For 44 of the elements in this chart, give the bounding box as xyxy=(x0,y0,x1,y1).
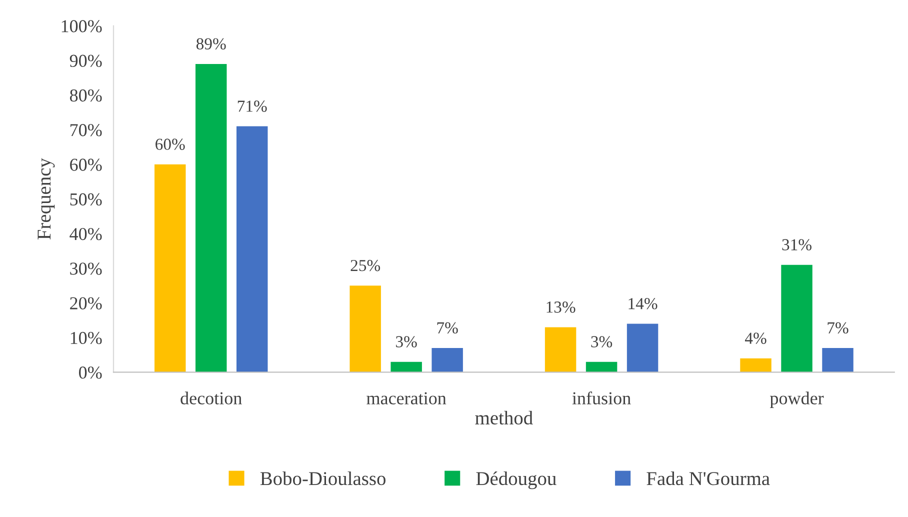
y-tick-label: 70% xyxy=(70,124,102,136)
x-tick-label: infusion xyxy=(572,392,631,404)
data-label: 13% xyxy=(546,301,576,313)
data-label: 31% xyxy=(782,239,812,250)
legend-label: Dédougou xyxy=(476,471,556,490)
y-tick-label: 60% xyxy=(70,158,102,171)
data-label: 4% xyxy=(744,332,766,344)
data-label: 7% xyxy=(828,322,848,334)
bar xyxy=(740,358,772,372)
y-tick-label: 100% xyxy=(62,20,102,32)
y-axis-title: Frequency xyxy=(38,158,55,240)
bar xyxy=(432,348,463,372)
y-tick-label: 90% xyxy=(70,54,102,67)
data-label: 3% xyxy=(396,336,417,348)
y-tick-label: 40% xyxy=(70,228,102,240)
y-tick-label: 80% xyxy=(70,89,102,102)
x-axis-title: method xyxy=(475,410,533,425)
x-tick-label: maceration xyxy=(366,392,446,404)
bar xyxy=(626,324,658,372)
y-tick-label: 0% xyxy=(79,366,102,379)
bar xyxy=(544,327,576,372)
x-tick-label: decotion xyxy=(180,392,242,404)
bar xyxy=(154,164,186,372)
bar xyxy=(390,362,422,372)
bar xyxy=(586,362,618,372)
bar xyxy=(350,286,381,372)
y-tick-label: 30% xyxy=(70,262,102,275)
y-tick-label: 20% xyxy=(70,297,102,310)
legend-label: Bobo-Dioulasso xyxy=(260,471,386,486)
y-tick-label: 10% xyxy=(70,332,102,344)
bar xyxy=(822,348,854,372)
data-label: 71% xyxy=(238,100,267,112)
data-label: 60% xyxy=(156,138,185,150)
y-tick-label: 50% xyxy=(70,193,102,206)
data-label: 7% xyxy=(437,322,458,334)
legend-label: Fada N'Gourma xyxy=(646,471,770,486)
data-label: 89% xyxy=(196,38,226,50)
bar xyxy=(236,126,268,372)
data-label: 25% xyxy=(350,260,380,272)
data-label: 3% xyxy=(591,336,612,348)
bar xyxy=(195,64,227,372)
x-tick-label: powder xyxy=(770,392,824,408)
data-label: 14% xyxy=(628,298,658,310)
bar xyxy=(781,264,812,372)
